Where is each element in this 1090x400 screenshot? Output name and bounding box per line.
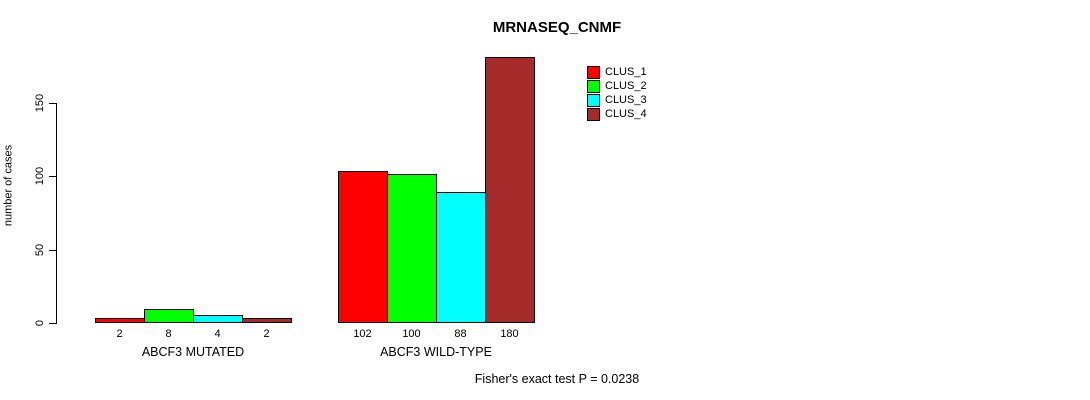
legend: CLUS_1 CLUS_2 CLUS_3 CLUS_4 [587,65,647,121]
legend-row: CLUS_2 [587,79,647,93]
y-tick-label: 100 [34,166,46,186]
bar-clus_3 [436,192,486,323]
legend-row: CLUS_4 [587,107,647,121]
legend-label: CLUS_1 [605,66,647,78]
bar-value-label: 180 [500,328,519,340]
bar-value-label: 102 [353,328,372,340]
x-group-label: ABCF3 MUTATED [141,345,245,359]
y-tick-label: 50 [34,243,46,257]
bar-value-label: 2 [116,328,123,340]
legend-label: CLUS_3 [605,94,647,106]
x-group-label: ABCF3 WILD-TYPE [380,345,492,359]
chart-title: MRNASEQ_CNMF [492,19,622,36]
bar-clus_4 [485,57,535,323]
y-axis-line [56,103,57,324]
legend-label: CLUS_2 [605,80,647,92]
bar-clus_3 [193,315,243,323]
y-tick-label: 0 [34,319,46,327]
y-tick-mark [49,250,57,251]
bar-clus_4 [242,318,292,323]
bar-clus_1 [95,318,145,323]
y-tick-label: 150 [34,93,46,113]
legend-swatch-icon [587,93,600,107]
bar-value-label: 88 [454,328,467,340]
bar-value-label: 2 [263,328,270,340]
legend-swatch-icon [587,65,600,79]
legend-swatch-icon [587,107,600,121]
bar-clus_1 [338,171,388,323]
bar-value-label: 8 [165,328,172,340]
bar-clus_2 [144,309,194,323]
bar-clus_2 [387,174,437,323]
y-axis-label: number of cases [2,144,15,227]
bar-value-label: 100 [402,328,421,340]
legend-row: CLUS_1 [587,65,647,79]
legend-label: CLUS_4 [605,108,647,120]
legend-row: CLUS_3 [587,93,647,107]
annotation-text: Fisher's exact test P = 0.0238 [474,372,640,386]
y-tick-mark [49,176,57,177]
y-tick-mark [49,103,57,104]
legend-swatch-icon [587,79,600,93]
y-tick-mark [49,323,57,324]
bar-value-label: 4 [214,328,221,340]
